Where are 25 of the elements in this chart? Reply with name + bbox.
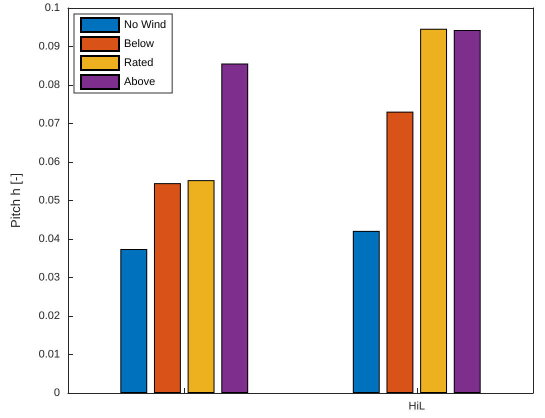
legend-label: No Wind [124, 19, 166, 31]
bar [120, 249, 148, 393]
y-tick-label: 0.05 [38, 194, 60, 206]
bar [420, 28, 448, 393]
bar [221, 63, 248, 393]
legend-label: Rated [124, 57, 154, 69]
y-tick-label: 0.09 [38, 40, 60, 52]
y-axis-title: Pitch h [-] [8, 173, 23, 228]
bar [386, 112, 414, 393]
y-tick-label: 0.1 [44, 2, 60, 14]
legend-label: Below [124, 38, 154, 50]
y-tick-label: 0.01 [38, 348, 60, 360]
bar [352, 230, 380, 393]
y-tick-label: 0.04 [38, 233, 60, 245]
bar [454, 30, 481, 393]
y-tick-label: 0 [54, 387, 60, 399]
y-tick-label: 0.03 [38, 272, 60, 284]
legend-label: Above [124, 76, 156, 88]
bar [188, 180, 215, 393]
y-tick-label: 0.07 [38, 118, 60, 130]
x-tick-label: HiL [408, 400, 426, 412]
bar [154, 183, 181, 393]
y-tick-label: 0.06 [38, 156, 60, 168]
y-tick-label: 0.02 [38, 310, 60, 322]
y-tick-label: 0.08 [38, 79, 60, 91]
